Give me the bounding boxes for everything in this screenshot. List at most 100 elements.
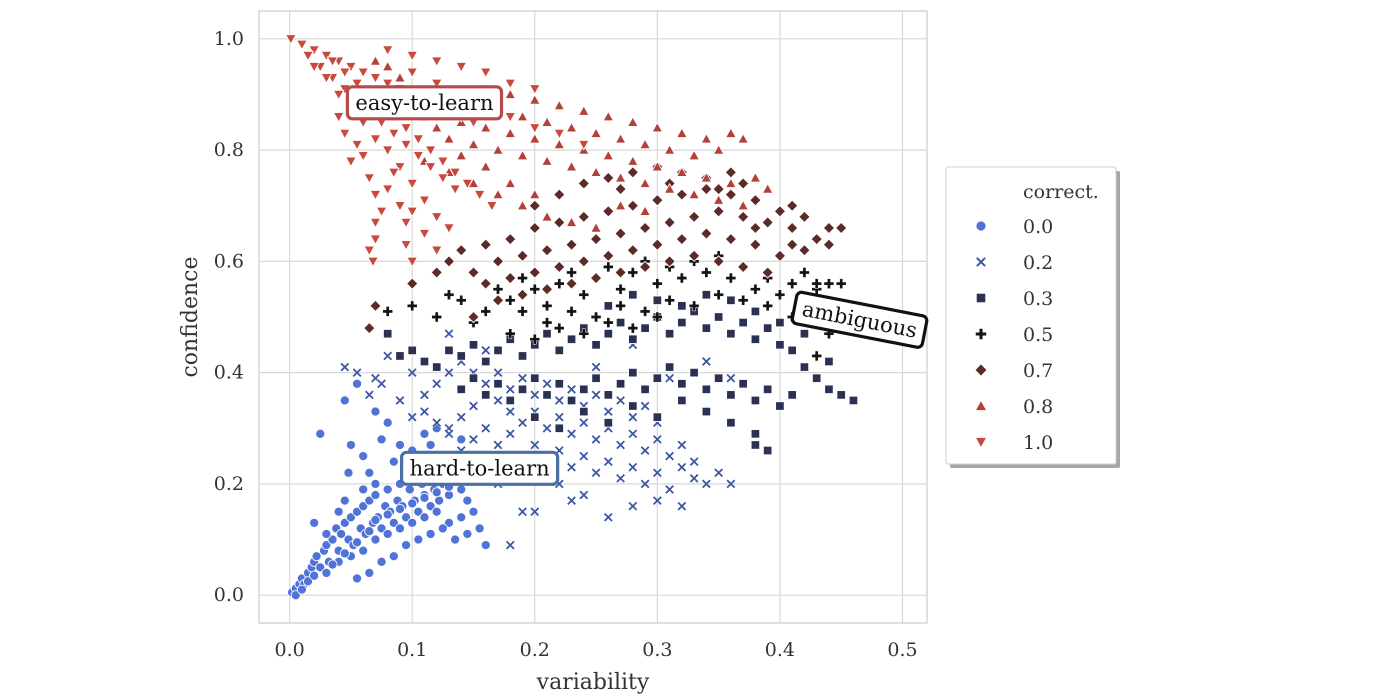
data-point xyxy=(566,384,577,395)
data-point xyxy=(578,490,589,500)
data-point xyxy=(639,205,652,216)
x-tick-label: 0.4 xyxy=(765,639,795,661)
data-point xyxy=(339,395,350,406)
data-point xyxy=(315,428,326,439)
data-point xyxy=(750,440,761,450)
data-point xyxy=(663,143,676,155)
data-point xyxy=(626,116,639,127)
data-point xyxy=(786,278,798,289)
data-point xyxy=(749,221,762,235)
data-point xyxy=(554,395,565,406)
data-point xyxy=(468,340,479,350)
data-point xyxy=(430,56,443,68)
data-point xyxy=(676,440,687,450)
y-axis-label: confidence xyxy=(178,256,203,377)
data-point xyxy=(357,67,370,79)
data-point xyxy=(639,138,652,150)
data-point xyxy=(652,412,663,422)
annotation-box xyxy=(345,85,504,121)
data-point xyxy=(565,160,578,172)
data-point xyxy=(412,134,425,146)
data-point xyxy=(700,171,713,183)
data-point xyxy=(363,173,376,185)
data-point xyxy=(701,356,712,367)
data-point xyxy=(332,89,345,101)
x-axis-label: variability xyxy=(536,670,650,695)
data-point xyxy=(430,245,443,257)
data-point xyxy=(492,188,504,200)
data-point xyxy=(614,132,627,144)
data-point xyxy=(775,401,785,411)
data-point xyxy=(577,139,590,151)
data-point xyxy=(419,389,430,400)
data-point xyxy=(382,306,393,317)
data-point xyxy=(456,351,466,361)
data-point xyxy=(554,412,565,423)
data-point xyxy=(493,367,503,378)
data-point xyxy=(628,334,638,345)
data-point xyxy=(381,145,394,157)
data-point xyxy=(577,105,590,116)
data-point xyxy=(750,306,761,317)
data-point xyxy=(413,534,424,545)
data-point xyxy=(388,456,399,467)
data-point xyxy=(762,384,773,395)
data-point xyxy=(462,528,473,540)
data-point xyxy=(419,492,430,503)
data-point xyxy=(504,177,517,189)
data-point xyxy=(615,473,626,484)
data-point xyxy=(542,328,552,339)
data-point xyxy=(456,512,467,523)
data-point xyxy=(736,177,750,190)
data-point xyxy=(565,238,578,251)
data-point xyxy=(626,155,639,166)
data-point xyxy=(505,395,516,406)
data-point xyxy=(638,221,652,235)
data-point xyxy=(700,132,713,144)
data-point xyxy=(738,317,748,328)
data-point xyxy=(589,232,603,246)
data-point xyxy=(824,356,834,367)
data-point xyxy=(761,266,774,279)
data-point xyxy=(332,112,345,123)
data-point xyxy=(528,123,541,134)
data-point xyxy=(724,127,737,139)
series-0.7 xyxy=(363,160,848,335)
data-point xyxy=(785,199,799,212)
data-point xyxy=(529,389,540,400)
data-point xyxy=(614,171,627,183)
data-point xyxy=(387,128,400,140)
data-point xyxy=(811,350,822,362)
data-point xyxy=(419,356,430,367)
data-point xyxy=(431,311,442,323)
data-point xyxy=(407,367,418,378)
data-point xyxy=(528,266,542,279)
data-point xyxy=(565,121,578,133)
data-point xyxy=(628,289,638,300)
data-point xyxy=(566,462,577,473)
data-point xyxy=(762,445,773,456)
data-point xyxy=(339,362,350,373)
data-point xyxy=(663,216,676,229)
data-point xyxy=(302,50,314,62)
data-point xyxy=(677,379,687,389)
data-point xyxy=(602,110,615,122)
data-point xyxy=(406,300,418,312)
data-point xyxy=(579,406,589,417)
data-point xyxy=(749,193,762,207)
data-point xyxy=(615,440,626,450)
legend-marker xyxy=(974,436,988,449)
data-point xyxy=(431,378,442,389)
data-point xyxy=(614,227,627,240)
data-point xyxy=(479,160,492,172)
data-point xyxy=(431,417,442,428)
data-point xyxy=(309,570,320,581)
data-point xyxy=(344,62,357,73)
data-point xyxy=(652,495,663,506)
data-point xyxy=(726,417,736,428)
data-point xyxy=(418,195,431,207)
tick-labels: 0.0 0.1 0.2 0.3 0.4 0.5 0.0 0.2 0.4 0.6 0.8 1.0 xyxy=(214,28,918,661)
data-point xyxy=(603,512,614,523)
data-point xyxy=(406,178,419,190)
data-point xyxy=(296,584,307,595)
